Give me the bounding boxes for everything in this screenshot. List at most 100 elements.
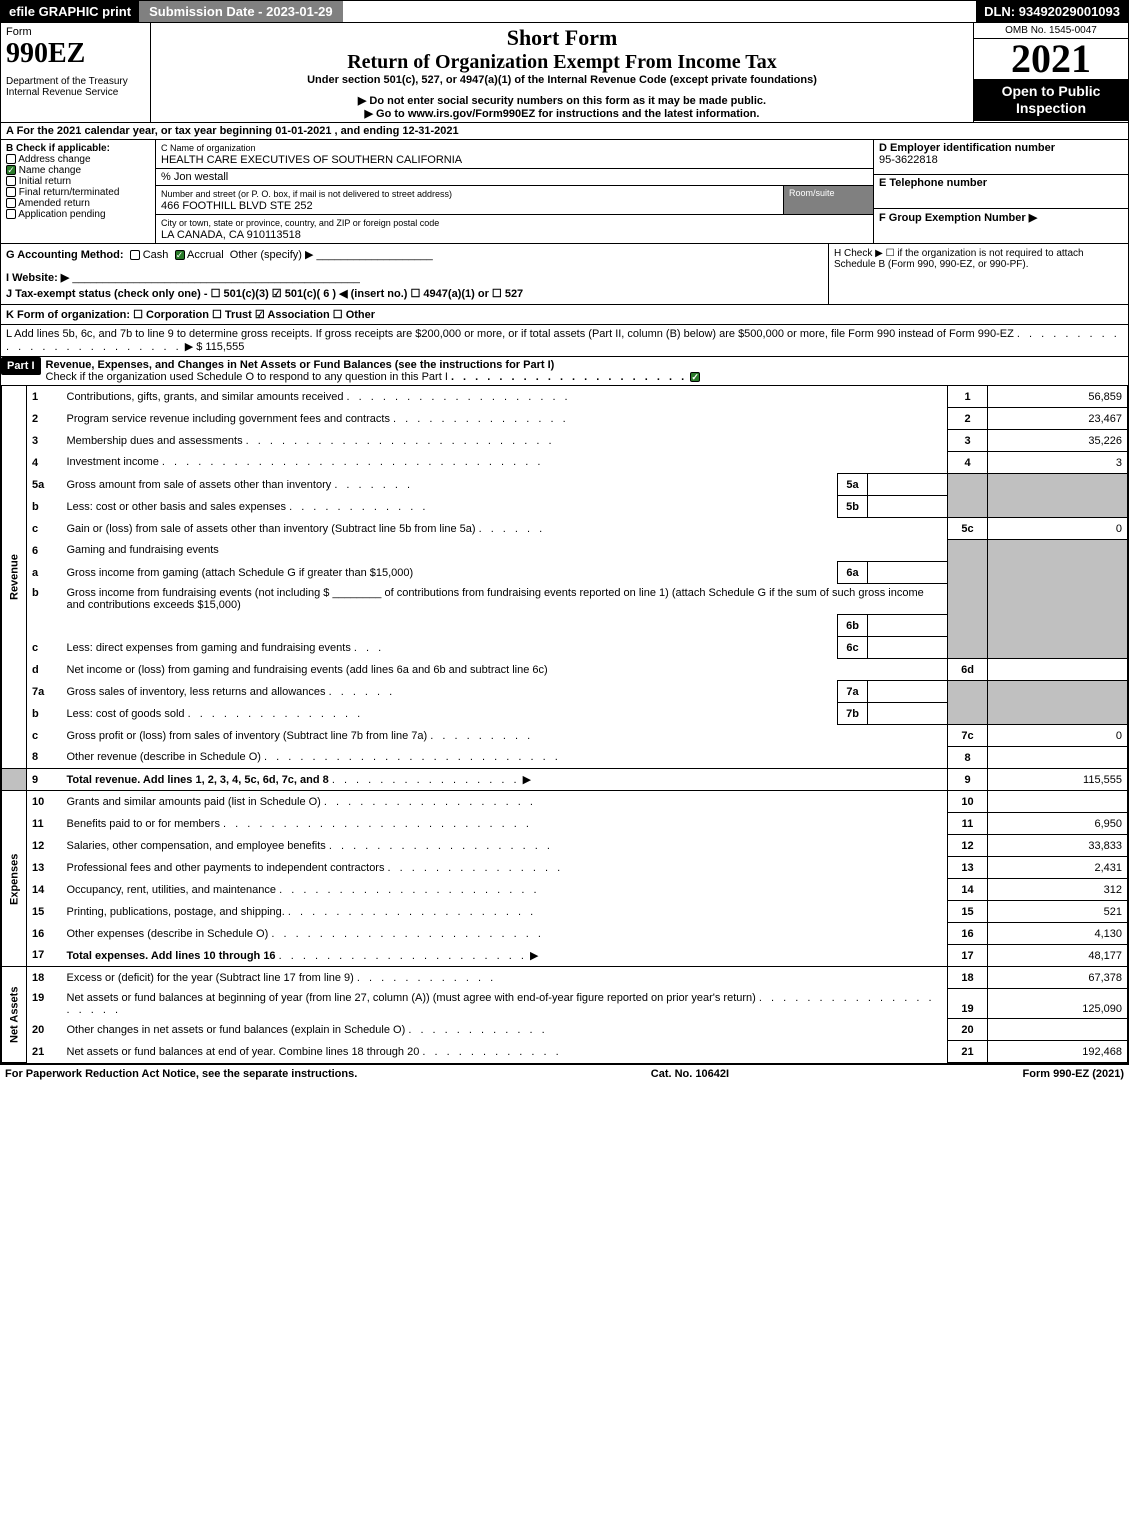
street-address: 466 FOOTHILL BLVD STE 252 [161, 200, 313, 212]
line-1-desc: Contributions, gifts, grants, and simila… [67, 391, 344, 403]
form-subtitle-2: ▶ Do not enter social security numbers o… [156, 94, 968, 107]
line-4-amt: 3 [988, 452, 1128, 474]
line-18-desc: Excess or (deficit) for the year (Subtra… [67, 972, 354, 984]
line-17-col: 17 [948, 945, 988, 967]
line-15-col: 15 [948, 901, 988, 923]
subdate-label: Submission Date - [149, 4, 266, 19]
line-19-amt: 125,090 [988, 989, 1128, 1019]
e-phone-label: E Telephone number [879, 177, 987, 189]
line-6b-subln: 6b [838, 615, 868, 637]
part-i-check: Check if the organization used Schedule … [46, 371, 448, 383]
care-of: % Jon westall [156, 169, 873, 186]
line-5b-num: b [27, 496, 62, 518]
page-footer: For Paperwork Reduction Act Notice, see … [0, 1064, 1129, 1083]
line-19-col: 19 [948, 989, 988, 1019]
line-3-col: 3 [948, 430, 988, 452]
top-bar: efile GRAPHIC print Submission Date - 20… [1, 1, 1128, 22]
form-subtitle-1: Under section 501(c), 527, or 4947(a)(1)… [156, 74, 968, 86]
line-6d-num: d [27, 659, 62, 681]
g-accounting-label: G Accounting Method: [6, 249, 124, 261]
cb-accrual[interactable]: ✓ [175, 250, 185, 260]
line-9-amt: 115,555 [988, 769, 1128, 791]
i-website-label: I Website: ▶ [6, 272, 69, 284]
line-5a-num: 5a [27, 474, 62, 496]
line-9-desc: Total revenue. Add lines 1, 2, 3, 4, 5c,… [67, 774, 329, 786]
line-5b-desc: Less: cost or other basis and sales expe… [67, 501, 287, 513]
line-17-num: 17 [27, 945, 62, 967]
line-6d-col: 6d [948, 659, 988, 681]
line-6c-num: c [27, 637, 62, 659]
line-19-desc: Net assets or fund balances at beginning… [67, 992, 756, 1004]
line-5a-subln: 5a [838, 474, 868, 496]
cb-schedule-o[interactable]: ✓ [690, 372, 700, 382]
line-5c-desc: Gain or (loss) from sale of assets other… [67, 523, 476, 535]
line-19-num: 19 [27, 989, 62, 1019]
line-13-amt: 2,431 [988, 857, 1128, 879]
line-20-desc: Other changes in net assets or fund bala… [67, 1024, 406, 1036]
ein-value: 95-3622818 [879, 154, 938, 166]
cb-cash[interactable] [130, 250, 140, 260]
line-12-desc: Salaries, other compensation, and employ… [67, 840, 326, 852]
line-18-num: 18 [27, 967, 62, 989]
line-3-amt: 35,226 [988, 430, 1128, 452]
line-5c-col: 5c [948, 518, 988, 540]
room-suite-label: Room/suite [783, 186, 873, 214]
line-18-amt: 67,378 [988, 967, 1128, 989]
line-1-num: 1 [27, 386, 62, 408]
line-14-amt: 312 [988, 879, 1128, 901]
line-6a-desc: Gross income from gaming (attach Schedul… [62, 562, 838, 584]
line-11-col: 11 [948, 813, 988, 835]
line-16-num: 16 [27, 923, 62, 945]
d-ein-label: D Employer identification number [879, 142, 1055, 154]
cb-final-return[interactable] [6, 187, 16, 197]
efile-print-button[interactable]: efile GRAPHIC print [1, 1, 139, 22]
tax-year: 2021 [974, 39, 1128, 79]
line-5a-subval [868, 474, 948, 496]
line-6c-subln: 6c [838, 637, 868, 659]
line-1-amt: 56,859 [988, 386, 1128, 408]
line-7c-desc: Gross profit or (loss) from sales of inv… [67, 730, 428, 742]
part-i-title: Revenue, Expenses, and Changes in Net As… [46, 359, 555, 371]
line-7a-subval [868, 681, 948, 703]
opt-other: Other (specify) ▶ [230, 249, 314, 261]
line-6b-subval [868, 615, 948, 637]
line-10-desc: Grants and similar amounts paid (list in… [67, 796, 321, 808]
line-a-tax-year: A For the 2021 calendar year, or tax yea… [1, 122, 1128, 139]
line-21-desc: Net assets or fund balances at end of ye… [67, 1046, 420, 1058]
line-7b-subln: 7b [838, 703, 868, 725]
line-6-num: 6 [27, 540, 62, 562]
cb-name-change[interactable]: ✓ [6, 165, 16, 175]
line-15-num: 15 [27, 901, 62, 923]
opt-name-change: Name change [19, 165, 81, 176]
line-6d-desc: Net income or (loss) from gaming and fun… [62, 659, 948, 681]
cb-address-change[interactable] [6, 154, 16, 164]
opt-initial-return: Initial return [19, 176, 71, 187]
cb-initial-return[interactable] [6, 176, 16, 186]
expenses-section-label: Expenses [2, 791, 27, 967]
line-5c-num: c [27, 518, 62, 540]
dln-label: DLN: [984, 4, 1019, 19]
line-4-col: 4 [948, 452, 988, 474]
line-20-col: 20 [948, 1019, 988, 1041]
line-14-col: 14 [948, 879, 988, 901]
cb-application-pending[interactable] [6, 209, 16, 219]
c-name-label: C Name of organization [161, 143, 256, 153]
line-4-num: 4 [27, 452, 62, 474]
line-6d-amt [988, 659, 1128, 681]
form-title-2: Return of Organization Exempt From Incom… [156, 51, 968, 74]
j-tax-exempt: J Tax-exempt status (check only one) - ☐… [6, 288, 523, 300]
line-3-desc: Membership dues and assessments [67, 435, 243, 447]
line-13-num: 13 [27, 857, 62, 879]
line-1-col: 1 [948, 386, 988, 408]
line-14-num: 14 [27, 879, 62, 901]
line-16-col: 16 [948, 923, 988, 945]
line-8-col: 8 [948, 747, 988, 769]
line-6a-subval [868, 562, 948, 584]
city-label: City or town, state or province, country… [161, 218, 439, 228]
cb-amended-return[interactable] [6, 198, 16, 208]
b-label: B Check if applicable: [6, 143, 110, 154]
line-18-col: 18 [948, 967, 988, 989]
line-4-desc: Investment income [67, 456, 159, 468]
form-title-1: Short Form [156, 25, 968, 51]
footer-form: Form 990-EZ (2021) [1023, 1068, 1124, 1080]
